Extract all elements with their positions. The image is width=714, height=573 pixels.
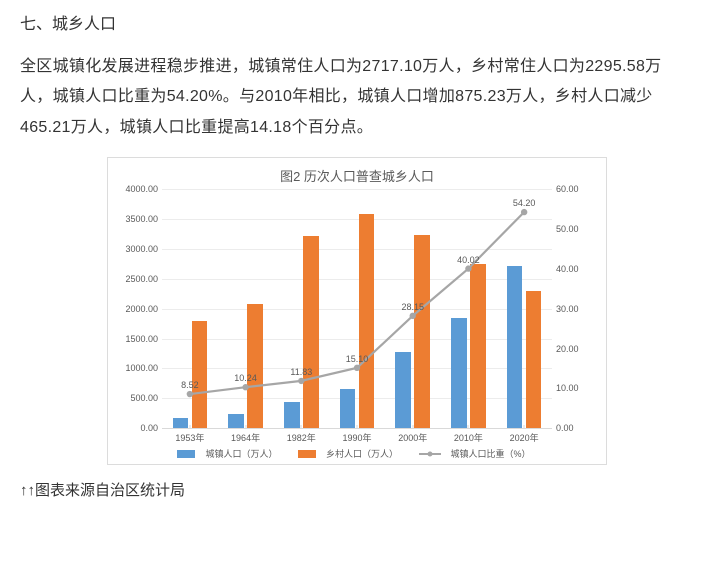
line-data-label: 11.83 — [290, 367, 312, 377]
line-data-label: 8.52 — [181, 380, 199, 390]
y-left-tick: 2000.00 — [116, 304, 158, 314]
y-right-tick: 40.00 — [556, 264, 596, 274]
y-left-tick: 2500.00 — [116, 274, 158, 284]
chart-plot-area: 0.00500.001000.001500.002000.002500.0030… — [162, 189, 552, 429]
line-data-label: 15.10 — [346, 354, 369, 364]
y-left-tick: 1500.00 — [116, 334, 158, 344]
line-data-label: 40.02 — [457, 255, 480, 265]
x-tick-label: 1990年 — [342, 431, 371, 444]
section-heading: 七、城乡人口 — [20, 10, 694, 34]
y-right-tick: 30.00 — [556, 304, 596, 314]
legend-ratio: 城镇人口比重（%） — [419, 447, 537, 460]
chart-x-labels: 1953年 1964年 1982年 1990年 2000年 2010年 2020年 — [162, 429, 552, 445]
y-left-tick: 500.00 — [116, 393, 158, 403]
legend-urban-label: 城镇人口（万人） — [205, 447, 277, 460]
legend-rural: 乡村人口（万人） — [298, 447, 404, 460]
line-data-label: 10.24 — [234, 373, 257, 383]
y-right-tick: 10.00 — [556, 383, 596, 393]
line-data-label: 54.20 — [513, 198, 536, 208]
x-tick-label: 2010年 — [454, 431, 483, 444]
x-tick-label: 1953年 — [175, 431, 204, 444]
y-left-tick: 0.00 — [116, 423, 158, 433]
x-tick-label: 2000年 — [398, 431, 427, 444]
y-right-tick: 0.00 — [556, 423, 596, 433]
legend-urban: 城镇人口（万人） — [177, 447, 283, 460]
y-left-tick: 3500.00 — [116, 214, 158, 224]
y-left-tick: 3000.00 — [116, 244, 158, 254]
y-right-tick: 50.00 — [556, 224, 596, 234]
y-left-tick: 1000.00 — [116, 363, 158, 373]
x-tick-label: 1964年 — [231, 431, 260, 444]
y-left-tick: 4000.00 — [116, 184, 158, 194]
chart-legend: 城镇人口（万人） 乡村人口（万人） 城镇人口比重（%） — [116, 447, 598, 460]
body-paragraph: 全区城镇化发展进程稳步推进，城镇常住人口为2717.10万人，乡村常住人口为22… — [20, 52, 694, 143]
chart-title: 图2 历次人口普查城乡人口 — [116, 166, 598, 185]
chart-container: 图2 历次人口普查城乡人口 0.00500.001000.001500.0020… — [107, 157, 607, 465]
x-tick-label: 2020年 — [510, 431, 539, 444]
y-right-tick: 60.00 — [556, 184, 596, 194]
line-data-label: 28.15 — [401, 302, 424, 312]
y-right-tick: 20.00 — [556, 344, 596, 354]
legend-rural-label: 乡村人口（万人） — [326, 447, 398, 460]
chart-source: ↑↑图表来源自治区统计局 — [20, 479, 694, 500]
legend-ratio-label: 城镇人口比重（%） — [451, 447, 531, 460]
x-tick-label: 1982年 — [287, 431, 316, 444]
